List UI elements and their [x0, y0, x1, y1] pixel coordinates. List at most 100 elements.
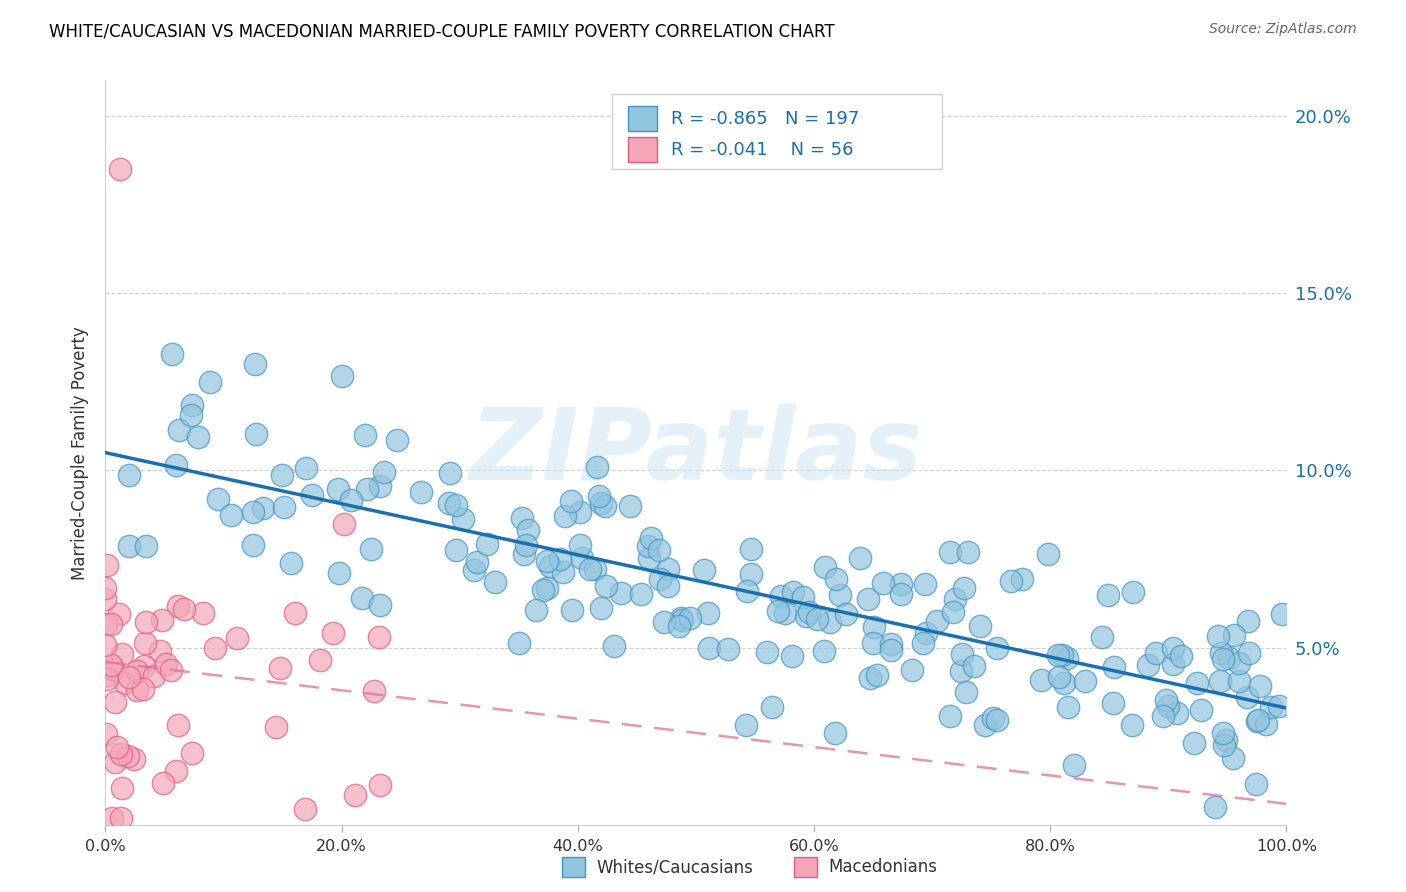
Point	[561, 602, 583, 616]
Point	[1057, 699, 1080, 714]
Point	[110, 747, 132, 761]
Point	[1091, 630, 1114, 644]
Point	[242, 505, 264, 519]
Point	[135, 539, 157, 553]
Point	[953, 582, 976, 596]
Point	[550, 552, 572, 566]
Point	[1170, 648, 1192, 663]
Point	[825, 572, 848, 586]
Point	[354, 427, 377, 442]
Point	[603, 639, 626, 653]
Point	[122, 752, 145, 766]
Point	[1246, 714, 1268, 728]
Point	[409, 485, 432, 500]
Point	[1213, 738, 1236, 752]
Point	[652, 615, 675, 629]
Point	[105, 739, 128, 754]
Point	[155, 657, 177, 671]
Point	[1212, 726, 1234, 740]
Point	[657, 562, 679, 576]
Point	[508, 636, 530, 650]
Point	[280, 556, 302, 570]
Point	[368, 478, 391, 492]
Point	[1227, 673, 1250, 688]
Point	[568, 505, 591, 519]
Y-axis label: Married-Couple Family Poverty: Married-Couple Family Poverty	[72, 326, 90, 580]
Point	[1152, 709, 1174, 723]
Point	[679, 610, 702, 624]
Point	[637, 550, 659, 565]
Point	[610, 586, 633, 600]
Point	[538, 559, 561, 574]
Point	[475, 537, 498, 551]
Point	[717, 642, 740, 657]
Point	[640, 531, 662, 545]
Point	[915, 626, 938, 640]
Point	[100, 616, 122, 631]
Point	[912, 636, 935, 650]
Point	[309, 653, 332, 667]
Point	[1074, 674, 1097, 689]
Point	[761, 699, 783, 714]
Point	[221, 508, 243, 523]
Point	[1011, 572, 1033, 586]
Point	[1053, 676, 1076, 690]
Point	[132, 682, 155, 697]
Point	[900, 663, 922, 677]
Point	[835, 607, 858, 622]
Text: R = -0.041    N = 56: R = -0.041 N = 56	[671, 141, 853, 159]
Point	[740, 566, 762, 581]
Point	[780, 649, 803, 664]
Point	[284, 606, 307, 620]
Point	[1206, 629, 1229, 643]
Point	[579, 562, 602, 576]
Point	[352, 591, 374, 605]
Point	[370, 598, 392, 612]
Point	[792, 590, 814, 604]
Point	[589, 496, 612, 510]
Point	[167, 423, 190, 437]
Point	[510, 511, 533, 525]
Point	[294, 802, 316, 816]
Point	[1271, 607, 1294, 621]
Point	[1267, 698, 1289, 713]
Point	[1189, 703, 1212, 717]
Point	[986, 641, 1008, 656]
Text: Source: ZipAtlas.com: Source: ZipAtlas.com	[1209, 22, 1357, 37]
Point	[1038, 547, 1060, 561]
Point	[162, 347, 184, 361]
Point	[648, 572, 671, 586]
Point	[101, 811, 124, 825]
Point	[484, 574, 506, 589]
Point	[925, 614, 948, 628]
Point	[198, 375, 221, 389]
Point	[1209, 646, 1232, 660]
Point	[657, 579, 679, 593]
Point	[107, 607, 129, 622]
Point	[1222, 751, 1244, 765]
Point	[939, 545, 962, 559]
Point	[96, 558, 118, 572]
Point	[180, 409, 202, 423]
Point	[849, 550, 872, 565]
Point	[181, 398, 204, 412]
Point	[243, 357, 266, 371]
Point	[143, 669, 166, 683]
Point	[339, 493, 361, 508]
Point	[111, 647, 134, 661]
Point	[955, 685, 977, 699]
Point	[117, 749, 139, 764]
Point	[531, 582, 554, 597]
Point	[974, 718, 997, 732]
Point	[1157, 699, 1180, 714]
Point	[950, 647, 973, 661]
Point	[880, 637, 903, 651]
Point	[1249, 679, 1271, 693]
Point	[101, 662, 124, 676]
Point	[1260, 700, 1282, 714]
Point	[766, 604, 789, 618]
Point	[824, 726, 846, 740]
Point	[1047, 648, 1070, 662]
Point	[363, 684, 385, 698]
Point	[794, 609, 817, 624]
